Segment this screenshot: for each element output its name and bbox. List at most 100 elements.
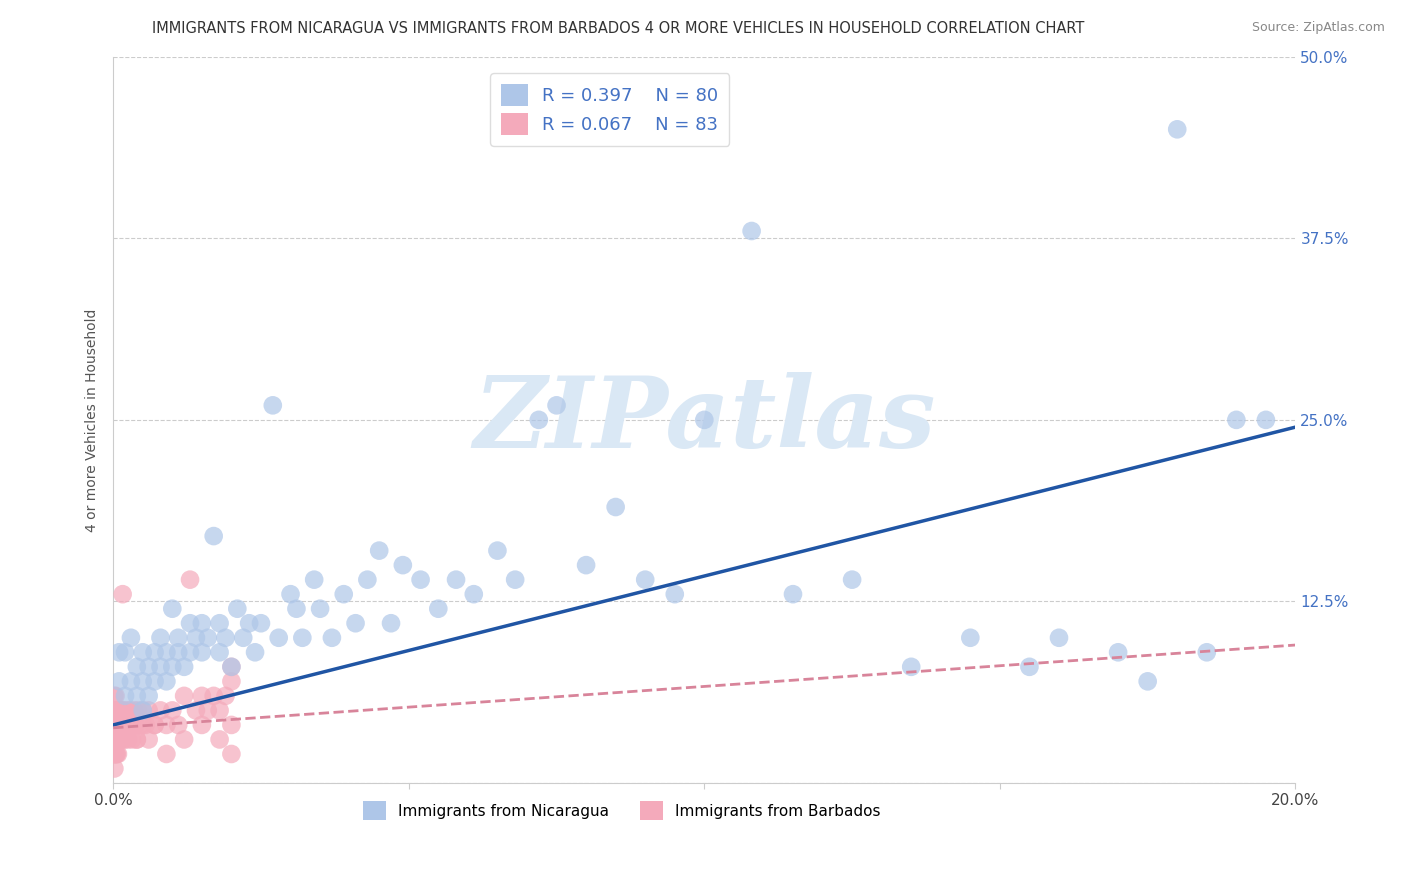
Point	[197, 703, 219, 717]
Point	[138, 732, 160, 747]
Point	[114, 732, 136, 747]
Point	[427, 601, 450, 615]
Point	[221, 747, 243, 761]
Point	[368, 543, 391, 558]
Point	[121, 732, 143, 747]
Point	[285, 601, 308, 615]
Point	[486, 543, 509, 558]
Point	[105, 718, 128, 732]
Point	[162, 703, 184, 717]
Text: ZIPatlas: ZIPatlas	[474, 372, 935, 468]
Point	[463, 587, 485, 601]
Point	[105, 703, 128, 717]
Point	[127, 703, 149, 717]
Point	[103, 747, 125, 761]
Point	[741, 224, 763, 238]
Point	[444, 573, 467, 587]
Point	[104, 718, 127, 732]
Point	[104, 732, 127, 747]
Point	[1107, 645, 1129, 659]
Point	[184, 631, 207, 645]
Point	[221, 660, 243, 674]
Point	[191, 616, 214, 631]
Point	[120, 674, 142, 689]
Point	[155, 674, 177, 689]
Y-axis label: 4 or more Vehicles in Household: 4 or more Vehicles in Household	[86, 308, 100, 532]
Point	[143, 645, 166, 659]
Point	[103, 718, 125, 732]
Point	[380, 616, 402, 631]
Point	[392, 558, 415, 573]
Point	[302, 573, 325, 587]
Point	[262, 398, 284, 412]
Text: IMMIGRANTS FROM NICARAGUA VS IMMIGRANTS FROM BARBADOS 4 OR MORE VEHICLES IN HOUS: IMMIGRANTS FROM NICARAGUA VS IMMIGRANTS …	[152, 21, 1085, 36]
Point	[105, 732, 128, 747]
Point	[208, 732, 231, 747]
Point	[105, 732, 128, 747]
Point	[104, 689, 127, 703]
Point	[503, 573, 526, 587]
Point	[110, 718, 132, 732]
Point	[104, 703, 127, 717]
Point	[125, 689, 148, 703]
Point	[114, 718, 136, 732]
Point	[693, 413, 716, 427]
Point	[117, 703, 139, 717]
Point	[191, 718, 214, 732]
Point	[155, 645, 177, 659]
Point	[208, 616, 231, 631]
Point	[108, 732, 131, 747]
Point	[162, 601, 184, 615]
Point	[104, 747, 127, 761]
Point	[103, 747, 125, 761]
Point	[114, 645, 136, 659]
Point	[309, 601, 332, 615]
Point	[104, 747, 127, 761]
Point	[114, 689, 136, 703]
Point	[103, 762, 125, 776]
Point	[103, 732, 125, 747]
Point	[122, 703, 145, 717]
Point	[214, 631, 236, 645]
Point	[184, 703, 207, 717]
Point	[105, 747, 128, 761]
Point	[782, 587, 804, 601]
Point	[267, 631, 290, 645]
Point	[167, 631, 190, 645]
Point	[105, 747, 128, 761]
Text: Source: ZipAtlas.com: Source: ZipAtlas.com	[1251, 21, 1385, 34]
Point	[332, 587, 354, 601]
Point	[112, 703, 135, 717]
Point	[125, 732, 148, 747]
Point	[112, 718, 135, 732]
Point	[107, 747, 129, 761]
Point	[527, 413, 550, 427]
Point	[103, 732, 125, 747]
Point	[291, 631, 314, 645]
Point	[120, 718, 142, 732]
Point	[221, 674, 243, 689]
Point	[149, 631, 172, 645]
Point	[1225, 413, 1247, 427]
Point	[173, 732, 195, 747]
Point	[243, 645, 266, 659]
Point	[214, 689, 236, 703]
Point	[114, 718, 136, 732]
Point	[120, 718, 142, 732]
Point	[173, 660, 195, 674]
Point	[138, 660, 160, 674]
Point	[108, 674, 131, 689]
Point	[1166, 122, 1188, 136]
Point	[105, 703, 128, 717]
Point	[120, 631, 142, 645]
Point	[321, 631, 343, 645]
Point	[162, 660, 184, 674]
Point	[132, 718, 155, 732]
Point	[138, 689, 160, 703]
Point	[191, 689, 214, 703]
Point	[132, 674, 155, 689]
Point	[634, 573, 657, 587]
Point	[103, 689, 125, 703]
Point	[409, 573, 432, 587]
Point	[841, 573, 863, 587]
